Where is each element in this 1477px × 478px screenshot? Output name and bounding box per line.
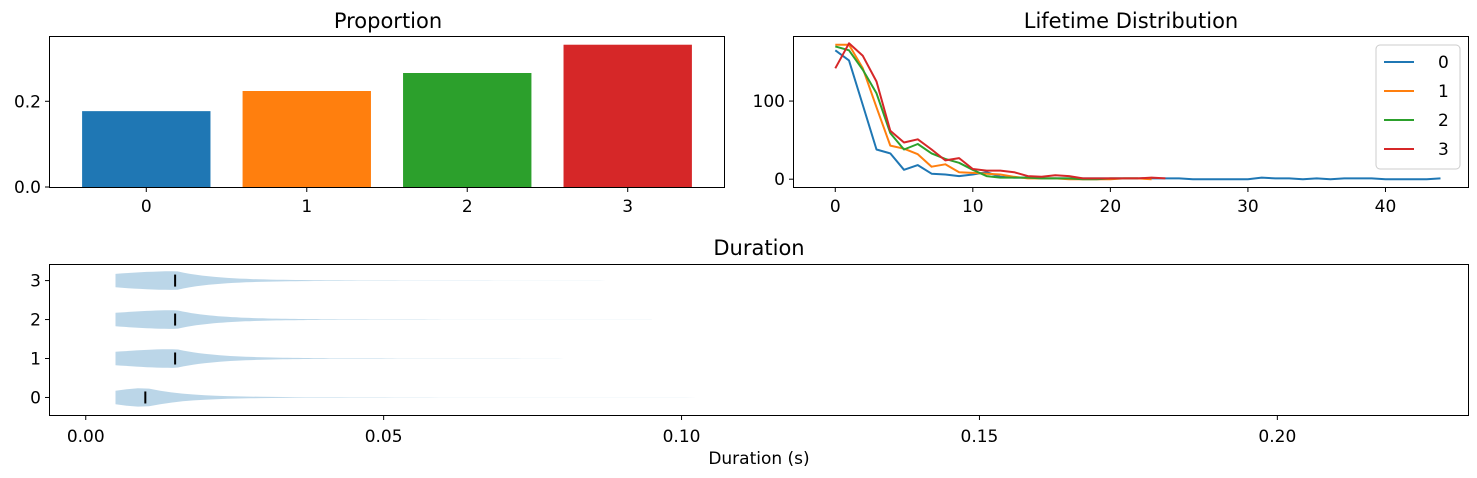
lifetime-xtick-label: 0 [830, 197, 841, 217]
bar-2 [403, 73, 532, 187]
lifetime-title: Lifetime Distribution [1024, 9, 1238, 33]
legend-label-3: 3 [1438, 140, 1449, 160]
lifetime-ytick-label: 100 [753, 92, 785, 112]
proportion-xtick-label: 2 [462, 197, 473, 217]
bar-3 [563, 44, 692, 187]
lifetime-xtick-label: 30 [1237, 197, 1259, 217]
duration-plot-frame [49, 264, 1469, 416]
duration-chart: Duration 0.00 0.05 0.10 0.15 0.20 0 1 2 3 Durat… [30, 236, 1469, 469]
lifetime-plot-frame [793, 36, 1469, 188]
legend-box [1375, 44, 1461, 170]
duration-xtick-label: 0.05 [365, 427, 403, 447]
duration-ytick-label: 2 [30, 311, 41, 331]
duration-xtick-label: 0.10 [663, 427, 701, 447]
violin-3 [115, 271, 861, 290]
duration-xtick-label: 0.20 [1258, 427, 1296, 447]
series-line-3 [834, 42, 1166, 180]
legend-label-1: 1 [1438, 82, 1449, 102]
proportion-xtick-label: 0 [141, 197, 152, 217]
legend-label-0: 0 [1438, 53, 1449, 73]
proportion-ytick-label: 0.2 [14, 92, 41, 112]
proportion-xtick-label: 1 [301, 197, 312, 217]
proportion-chart: Proportion 0 1 2 3 0.0 0.2 [14, 9, 725, 217]
duration-xtick-label: 0.15 [961, 427, 999, 447]
series-line-0 [834, 49, 1441, 181]
duration-ytick-label: 0 [30, 388, 41, 408]
lifetime-ytick-label: 0 [774, 170, 785, 190]
violin-2 [115, 310, 652, 329]
series-line-2 [835, 45, 1138, 181]
proportion-title: Proportion [334, 9, 442, 33]
lifetime-xtick-label: 10 [962, 197, 984, 217]
proportion-ytick-label: 0.0 [14, 178, 41, 198]
proportion-plot-frame [49, 36, 725, 188]
duration-xlabel: Duration (s) [708, 449, 809, 469]
legend-label-2: 2 [1438, 111, 1449, 131]
violin-0 [115, 388, 1457, 407]
duration-xtick-label: 0.00 [67, 427, 105, 447]
bar-0 [82, 111, 211, 187]
duration-title: Duration [713, 236, 804, 260]
lifetime-legend: 0 1 2 3 [1375, 44, 1461, 170]
bar-1 [242, 91, 371, 187]
duration-ytick-label: 3 [30, 272, 41, 292]
duration-ytick-label: 1 [30, 350, 41, 370]
lifetime-xtick-label: 20 [1100, 197, 1122, 217]
lifetime-xtick-label: 40 [1375, 197, 1397, 217]
violin-1 [115, 349, 742, 368]
proportion-xtick-label: 3 [622, 197, 633, 217]
lifetime-chart: Lifetime Distribution 0 10 20 30 40 0 100 0 1 2… [753, 9, 1469, 217]
